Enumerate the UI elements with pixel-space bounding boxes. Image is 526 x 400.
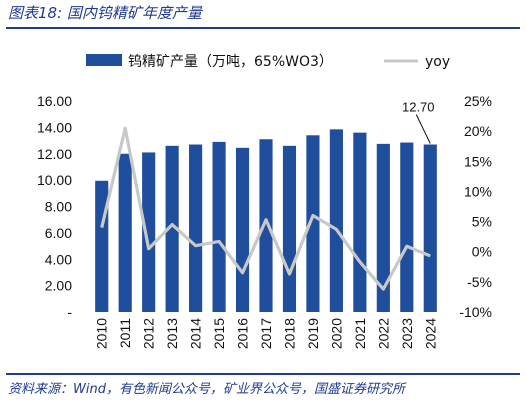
left-tick-label: 14.00 [37,119,72,135]
x-tick-label: 2022 [375,318,391,349]
bar-2019 [306,135,320,312]
bar-2015 [212,141,226,312]
left-tick-label: 2.00 [45,278,72,294]
title-rule [6,27,520,29]
x-tick-label: 2012 [141,318,157,349]
x-tick-label: 2016 [235,318,251,349]
source-note: 资料来源：Wind，有色新闻公众号，矿业界公众号，国盛证券研究所 [8,382,405,397]
left-tick-label: 10.00 [37,172,72,188]
right-tick-label: 10% [464,183,492,199]
right-tick-label: 5% [472,214,492,230]
bar-2018 [282,145,297,312]
right-tick-label: 15% [464,153,492,169]
legend-label-bar: 钨精矿产量（万吨，65%WO3） [128,54,333,70]
x-tick-label: 2014 [188,318,204,349]
x-tick-label: 2011 [117,318,133,348]
annotation: 12.70 [402,100,435,144]
x-tick-label: 2021 [352,318,368,349]
x-tick-label: 2017 [258,318,274,349]
bar-2017 [259,139,273,312]
annotation-label: 12.70 [402,100,435,115]
left-tick-label: - [67,304,72,320]
bar-2023 [400,142,414,312]
bar-2014 [189,144,203,312]
bar-2011 [118,153,132,312]
figure-title: 图表18: 国内钨精矿年度产量 [8,4,202,22]
right-tick-label: 0% [472,244,492,260]
bar-2012 [142,152,156,312]
x-tick-label: 2023 [399,318,415,349]
bar-2020 [329,129,343,312]
yoy-line [100,126,431,291]
x-tick-label: 2013 [164,318,180,349]
bar-2010 [95,180,109,312]
annotation-leader [415,114,431,144]
x-axis: 2010 2011 2012 2013 2014 2015 2016 2017 2018 2019… [94,318,439,349]
legend-label-line: yoy [425,54,450,70]
right-tick-label: -10% [459,304,492,320]
x-tick-label: 2019 [305,318,321,349]
left-axis: - 2.00 4.00 6.00 8.00 10.00 12.00 14.00 16.00 [37,93,72,320]
x-tick-label: 2018 [281,318,297,349]
bar-2016 [235,147,250,312]
right-tick-label: -5% [467,274,492,290]
x-tick-label: 2020 [328,318,344,349]
bar-2022 [376,143,390,312]
x-tick-label: 2024 [422,318,438,349]
x-tick-label: 2015 [211,318,227,349]
bar-2024 [423,144,437,312]
legend-swatch-bar [86,54,122,66]
source-rule [6,373,520,375]
left-tick-label: 12.00 [37,146,72,162]
bar-2021 [353,132,367,312]
left-tick-label: 6.00 [45,225,72,241]
right-axis: -10% -5% 0% 5% 10% 15% 20% 25% [459,93,492,320]
right-tick-label: 20% [464,123,492,139]
legend: 钨精矿产量（万吨，65%WO3） yoy [86,54,450,70]
left-tick-label: 16.00 [37,93,72,109]
x-tick-label: 2010 [94,318,110,349]
left-tick-label: 8.00 [45,199,72,215]
bar-2013 [165,145,179,312]
left-tick-label: 4.00 [45,251,72,267]
right-tick-label: 25% [464,93,492,109]
